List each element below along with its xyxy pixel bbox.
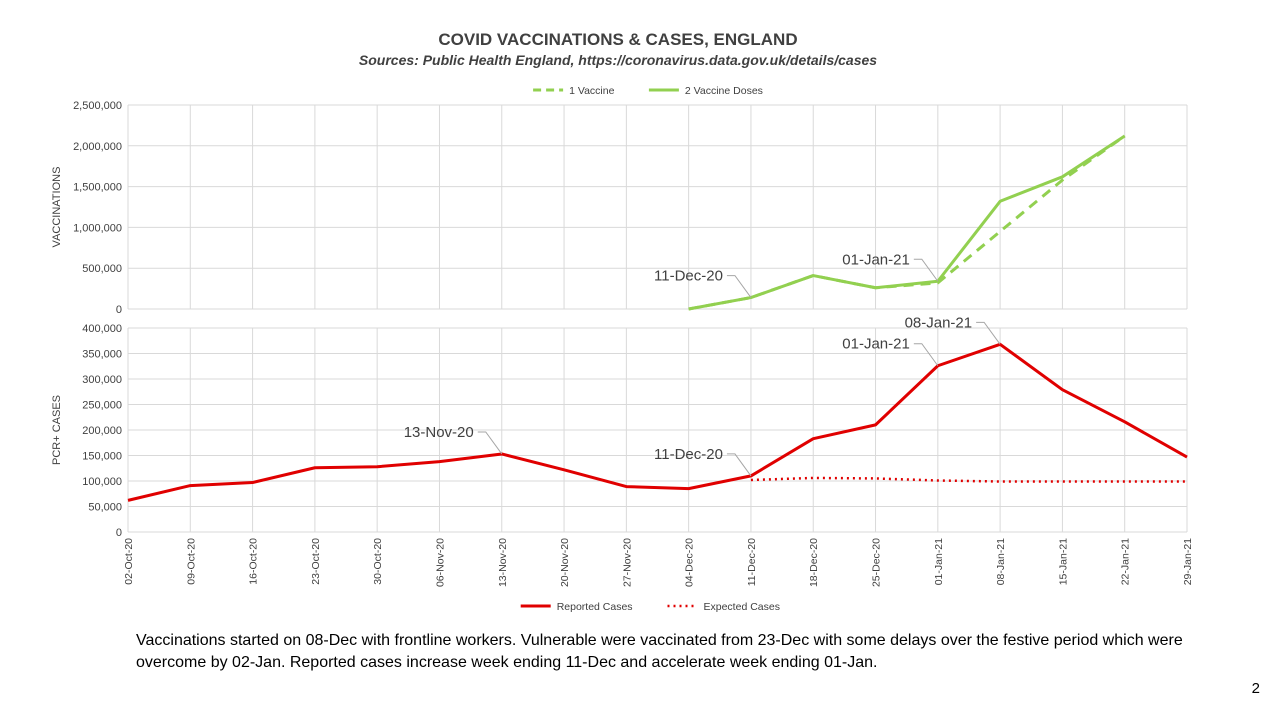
commentary-text: Vaccinations started on 08-Dec with fron…: [136, 632, 1183, 671]
x-tick-label: 29-Jan-21: [1182, 538, 1194, 585]
y-tick-label: 2,000,000: [73, 141, 122, 153]
chart-title: COVID VACCINATIONS & CASES, ENGLAND: [438, 30, 798, 49]
annotation-leader: [726, 453, 752, 477]
annotation-label: 13-Nov-20: [404, 424, 474, 441]
page-number: 2: [1251, 680, 1260, 697]
x-tick-label: 01-Jan-21: [933, 538, 945, 585]
y-tick-label: 2,500,000: [73, 100, 122, 112]
annotation-leader: [976, 321, 1001, 345]
x-tick-label: 06-Nov-20: [434, 538, 446, 587]
annotation-label: 08-Jan-21: [905, 314, 973, 331]
annotation-leader: [726, 275, 752, 298]
annotation-leader: [477, 431, 503, 455]
x-tick-label: 23-Oct-20: [310, 538, 322, 585]
annotation-leader: [913, 343, 939, 367]
x-tick-label: 27-Nov-20: [621, 538, 633, 587]
y-tick-label: 250,000: [82, 400, 122, 412]
chart-panel-2: 0 50,000 100,000 150,000 200,000 250,000 300,0…: [51, 314, 1188, 539]
x-tick-label: 30-Oct-20: [372, 538, 384, 585]
x-tick-label: 16-Oct-20: [248, 538, 260, 585]
legend-label: 2 Vaccine Doses: [685, 85, 763, 97]
legend-label: Reported Cases: [557, 601, 633, 613]
x-tick-label: 09-Oct-20: [185, 538, 197, 585]
y-tick-label: 50,000: [88, 502, 122, 514]
annotation-leader: [913, 258, 939, 282]
y-tick-label: 300,000: [82, 374, 122, 386]
y-tick-label: 500,000: [82, 263, 122, 275]
x-tick-label: 11-Dec-20: [746, 538, 758, 586]
chart-subtitle: Sources: Public Health England, https://…: [358, 52, 878, 68]
y-tick-label: 1,500,000: [73, 182, 122, 194]
x-tick-label: 13-Nov-20: [497, 538, 509, 587]
annotation-label: 01-Jan-21: [842, 336, 910, 353]
y-tick-label: 0: [116, 304, 122, 316]
y-tick-label: 150,000: [82, 451, 122, 463]
x-tick-label: 25-Dec-20: [871, 538, 883, 587]
x-tick-label: 18-Dec-20: [808, 538, 820, 587]
x-tick-label: 20-Nov-20: [559, 538, 571, 587]
legend-label: 1 Vaccine: [569, 85, 614, 97]
y-tick-label: 350,000: [82, 349, 122, 361]
y-tick-label: 1,000,000: [73, 222, 122, 234]
x-tick-label: 22-Jan-21: [1120, 538, 1132, 585]
y-tick-label: 400,000: [82, 323, 122, 335]
x-tick-label: 04-Dec-20: [684, 538, 696, 587]
y-axis-label: VACCINATIONS: [51, 167, 63, 248]
y-axis-label: PCR+ CASES: [51, 395, 63, 465]
y-tick-label: 0: [116, 527, 122, 539]
series-line-expected-cases: [750, 476, 1187, 483]
x-tick-label: 02-Oct-20: [123, 538, 135, 585]
series-line-2-vaccine-doses: [688, 134, 1126, 311]
x-tick-label: 15-Jan-21: [1057, 538, 1069, 585]
series-line-reported-cases: [127, 342, 1188, 502]
x-tick-label: 08-Jan-21: [995, 538, 1007, 585]
annotation-label: 01-Jan-21: [842, 251, 910, 268]
y-tick-label: 100,000: [82, 476, 122, 488]
annotation-label: 11-Dec-20: [654, 268, 723, 285]
y-tick-label: 200,000: [82, 425, 122, 437]
chart-panel-1: 0 500,000 1,000,000 1,500,000 2,000,000 2,500…: [51, 100, 1188, 316]
legend-label: Expected Cases: [704, 601, 780, 613]
annotation-label: 11-Dec-20: [654, 446, 723, 463]
